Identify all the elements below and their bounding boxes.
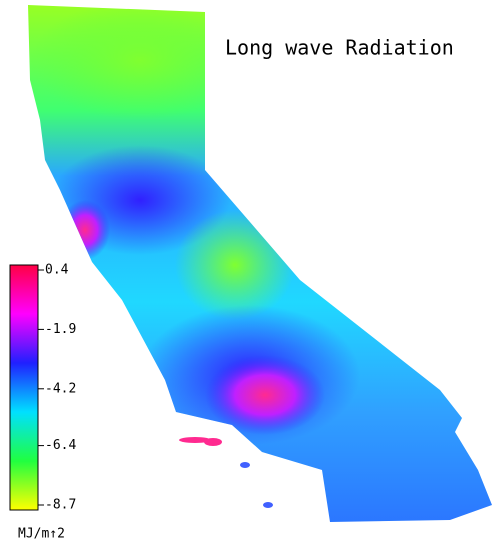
colorbar-tick-label: 0.4: [45, 263, 69, 278]
map-title: Long wave Radiation: [225, 36, 454, 60]
channel-islands: [179, 437, 273, 508]
colorbar: [9, 264, 39, 511]
colorbar-tick-label: -8.7: [45, 498, 76, 513]
colorbar-tick-label: -4.2: [45, 381, 76, 396]
colorbar-unit: MJ/m↑2: [18, 527, 65, 542]
colorbar-tick-label: -1.9: [45, 322, 76, 337]
colorbar-tick-label: -6.4: [45, 438, 76, 453]
